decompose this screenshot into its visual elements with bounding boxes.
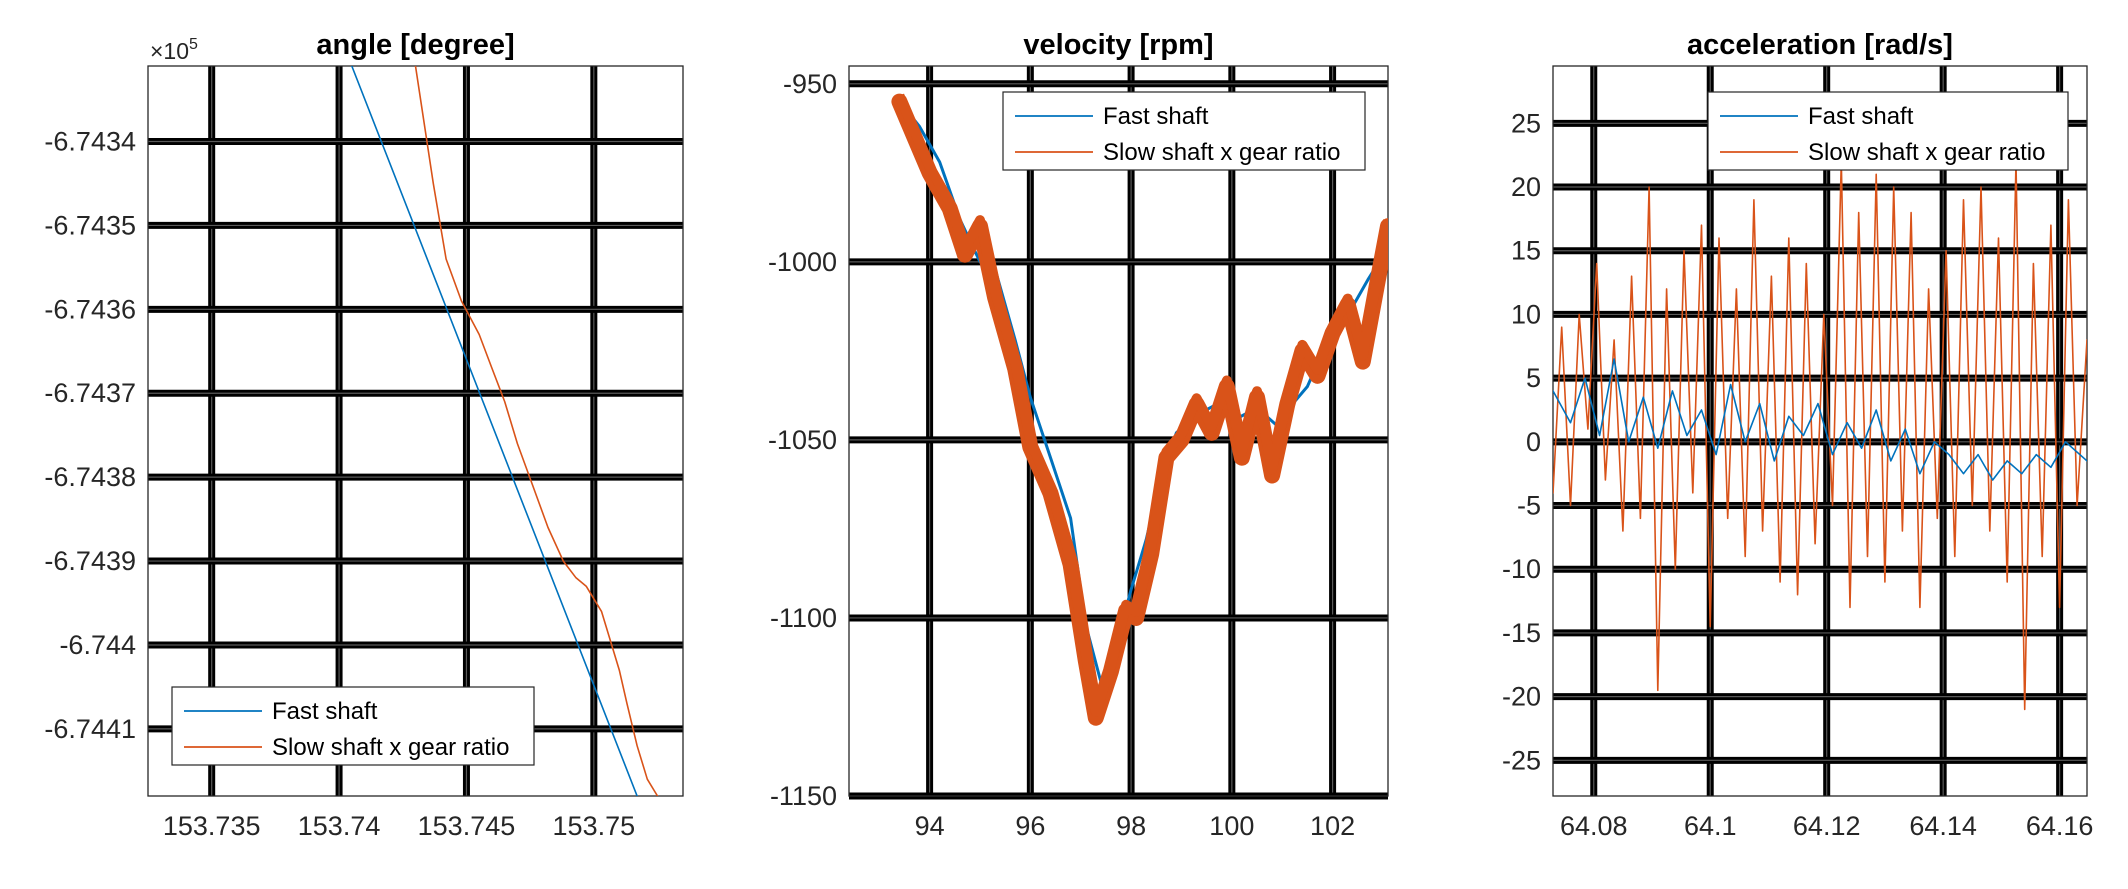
acceleration-legend-box [1707,91,2069,171]
acceleration-x-tick-label: 64.12 [1793,811,1861,841]
velocity-series-slow-shaft-band [894,93,1388,717]
acceleration-y-tick-label: 15 [1511,236,1541,266]
acceleration-y-tick-label: 25 [1511,108,1541,138]
acceleration-axes-frame [1552,65,2088,797]
acceleration-x-tick-label: 64.1 [1684,811,1737,841]
angle-legend-slow-shaft-label: Slow shaft x gear ratio [272,734,509,761]
acceleration-plot-area [1553,160,2087,711]
velocity-legend-fast-shaft-label: Fast shaft [1103,103,1209,130]
acceleration-legend-fast-shaft-label: Fast shaft [1808,103,1914,130]
angle-exponent-power: 5 [189,36,198,53]
acceleration-series-slow-shaft-line [1553,160,2087,711]
acceleration-y-tick-label: -5 [1517,491,1541,521]
acceleration-legend-slow-shaft-label: Slow shaft x gear ratio [1808,139,2045,166]
acceleration-y-tick-label: 0 [1526,427,1541,457]
acceleration-series-fast-shaft-line [1553,358,2087,481]
velocity-y-tick-label: -1050 [768,425,837,455]
velocity-chart: velocity [rpm] 94 96 98 100 102 -950 -1000 -105… [768,29,1389,841]
velocity-axes-frame [848,65,1389,797]
velocity-legend-box [1002,91,1366,171]
velocity-plot-area [891,93,1388,726]
angle-x-tick-label: 153.745 [418,811,516,841]
acceleration-x-tick-label: 64.16 [2026,811,2094,841]
angle-legend: Fast shaft Slow shaft x gear ratio [171,686,535,766]
angle-y-tick-label: -6.7434 [44,127,136,157]
acceleration-chart: acceleration [rad/s] 64.08 64.1 64.12 64.14… [1502,29,2093,841]
velocity-x-tick-label: 98 [1116,811,1146,841]
angle-x-tick-label: 153.74 [298,811,381,841]
angle-plot-area [350,66,659,796]
acceleration-y-tick-label: 5 [1526,363,1541,393]
angle-chart-title: angle [degree] [316,29,514,61]
angle-grid [148,66,683,796]
angle-chart: angle [degree] ×105 153.735 153.74 153.745… [44,29,684,841]
acceleration-x-tick-label: 64.08 [1560,811,1628,841]
angle-y-tick-label: -6.7441 [44,714,136,744]
acceleration-chart-title: acceleration [rad/s] [1687,29,1953,61]
angle-series-slow-shaft-line [414,66,659,796]
velocity-x-tick-label: 100 [1209,811,1254,841]
velocity-y-tick-label: -1000 [768,247,837,277]
angle-exponent-base: ×10 [150,38,189,64]
velocity-y-tick-label: -950 [783,69,837,99]
acceleration-y-tick-label: -15 [1502,618,1541,648]
acceleration-y-tick-label: 20 [1511,172,1541,202]
angle-y-tick-label: -6.7435 [44,210,136,240]
velocity-x-tick-label: 96 [1015,811,1045,841]
velocity-legend: Fast shaft Slow shaft x gear ratio [1002,91,1366,171]
angle-y-tick-label: -6.7436 [44,294,136,324]
velocity-x-tick-label: 94 [915,811,945,841]
angle-legend-box [171,686,535,766]
angle-y-tick-label: -6.7439 [44,546,136,576]
acceleration-y-tick-label: -25 [1502,745,1541,775]
angle-x-tick-label: 153.735 [163,811,261,841]
acceleration-legend: Fast shaft Slow shaft x gear ratio [1707,91,2069,171]
velocity-x-tick-label: 102 [1310,811,1355,841]
acceleration-y-tick-label: 10 [1511,299,1541,329]
angle-legend-fast-shaft-label: Fast shaft [272,698,378,725]
angle-exponent-label: ×105 [150,36,198,64]
acceleration-y-tick-label: -20 [1502,682,1541,712]
angle-x-tick-label: 153.75 [553,811,636,841]
velocity-chart-title: velocity [rpm] [1023,29,1213,61]
angle-y-tick-label: -6.7437 [44,378,136,408]
angle-series-fast-shaft-line [350,66,638,796]
angle-y-tick-label: -6.744 [59,630,136,660]
acceleration-x-tick-label: 64.14 [1909,811,1977,841]
velocity-y-tick-label: -1100 [770,603,837,633]
velocity-y-tick-label: -1150 [770,781,837,811]
angle-y-tick-label: -6.7438 [44,462,136,492]
acceleration-y-tick-label: -10 [1502,554,1541,584]
velocity-legend-slow-shaft-label: Slow shaft x gear ratio [1103,139,1340,166]
